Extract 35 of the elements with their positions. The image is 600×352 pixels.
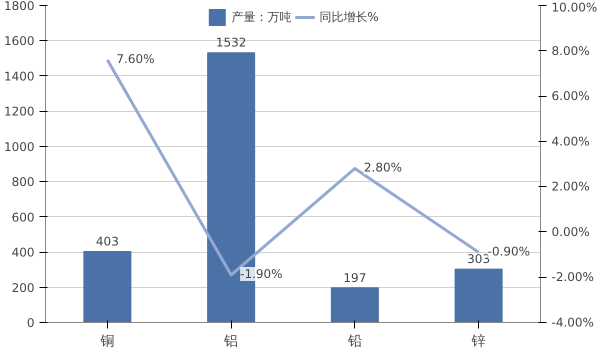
y-tick-label: 0 [26,316,35,330]
data-label: 403 [96,234,119,249]
x-tick-label: 铅 [346,334,362,350]
data-label: 2.80% [364,160,402,175]
data-label: 303 [467,252,490,266]
y-tick-label: 600 [12,210,34,224]
x-tick-label: 铜 [99,334,114,350]
bar [330,287,379,322]
y2-tick-label: -4.00% [552,316,594,330]
data-label: -1.90% [240,266,283,281]
y-tick-label: 1200 [4,104,35,119]
y2-tick-label: 4.00% [552,134,590,148]
data-label: -0.90% [488,244,530,258]
legend-label: 产量：万吨 [231,8,292,26]
x-tick-label: 锌 [470,334,486,350]
y2-tick-label: -2.00% [552,270,594,284]
bar [83,251,132,322]
data-label: 1532 [216,36,246,50]
y2-tick-label: 10.00% [552,0,598,14]
y-tick-label: 200 [12,280,34,295]
data-label: 7.60% [116,52,154,66]
y-tick-label: 400 [12,246,34,260]
y2-tick-label: 0.00% [552,224,590,239]
y-tick-label: 1000 [4,140,35,154]
y-tick-label: 1800 [4,0,35,13]
data-label: 197 [343,270,366,285]
x-tick-label: 铝 [223,334,238,350]
y-tick-label: 1600 [4,34,35,48]
y2-tick-label: 6.00% [552,89,590,104]
legend-label: 同比增长% [319,8,379,26]
bar [454,268,503,322]
y-tick-label: 800 [12,175,34,190]
y-tick-label: 1400 [4,69,35,84]
y2-tick-label: 8.00% [552,44,590,58]
y2-tick-label: 2.00% [552,180,590,194]
